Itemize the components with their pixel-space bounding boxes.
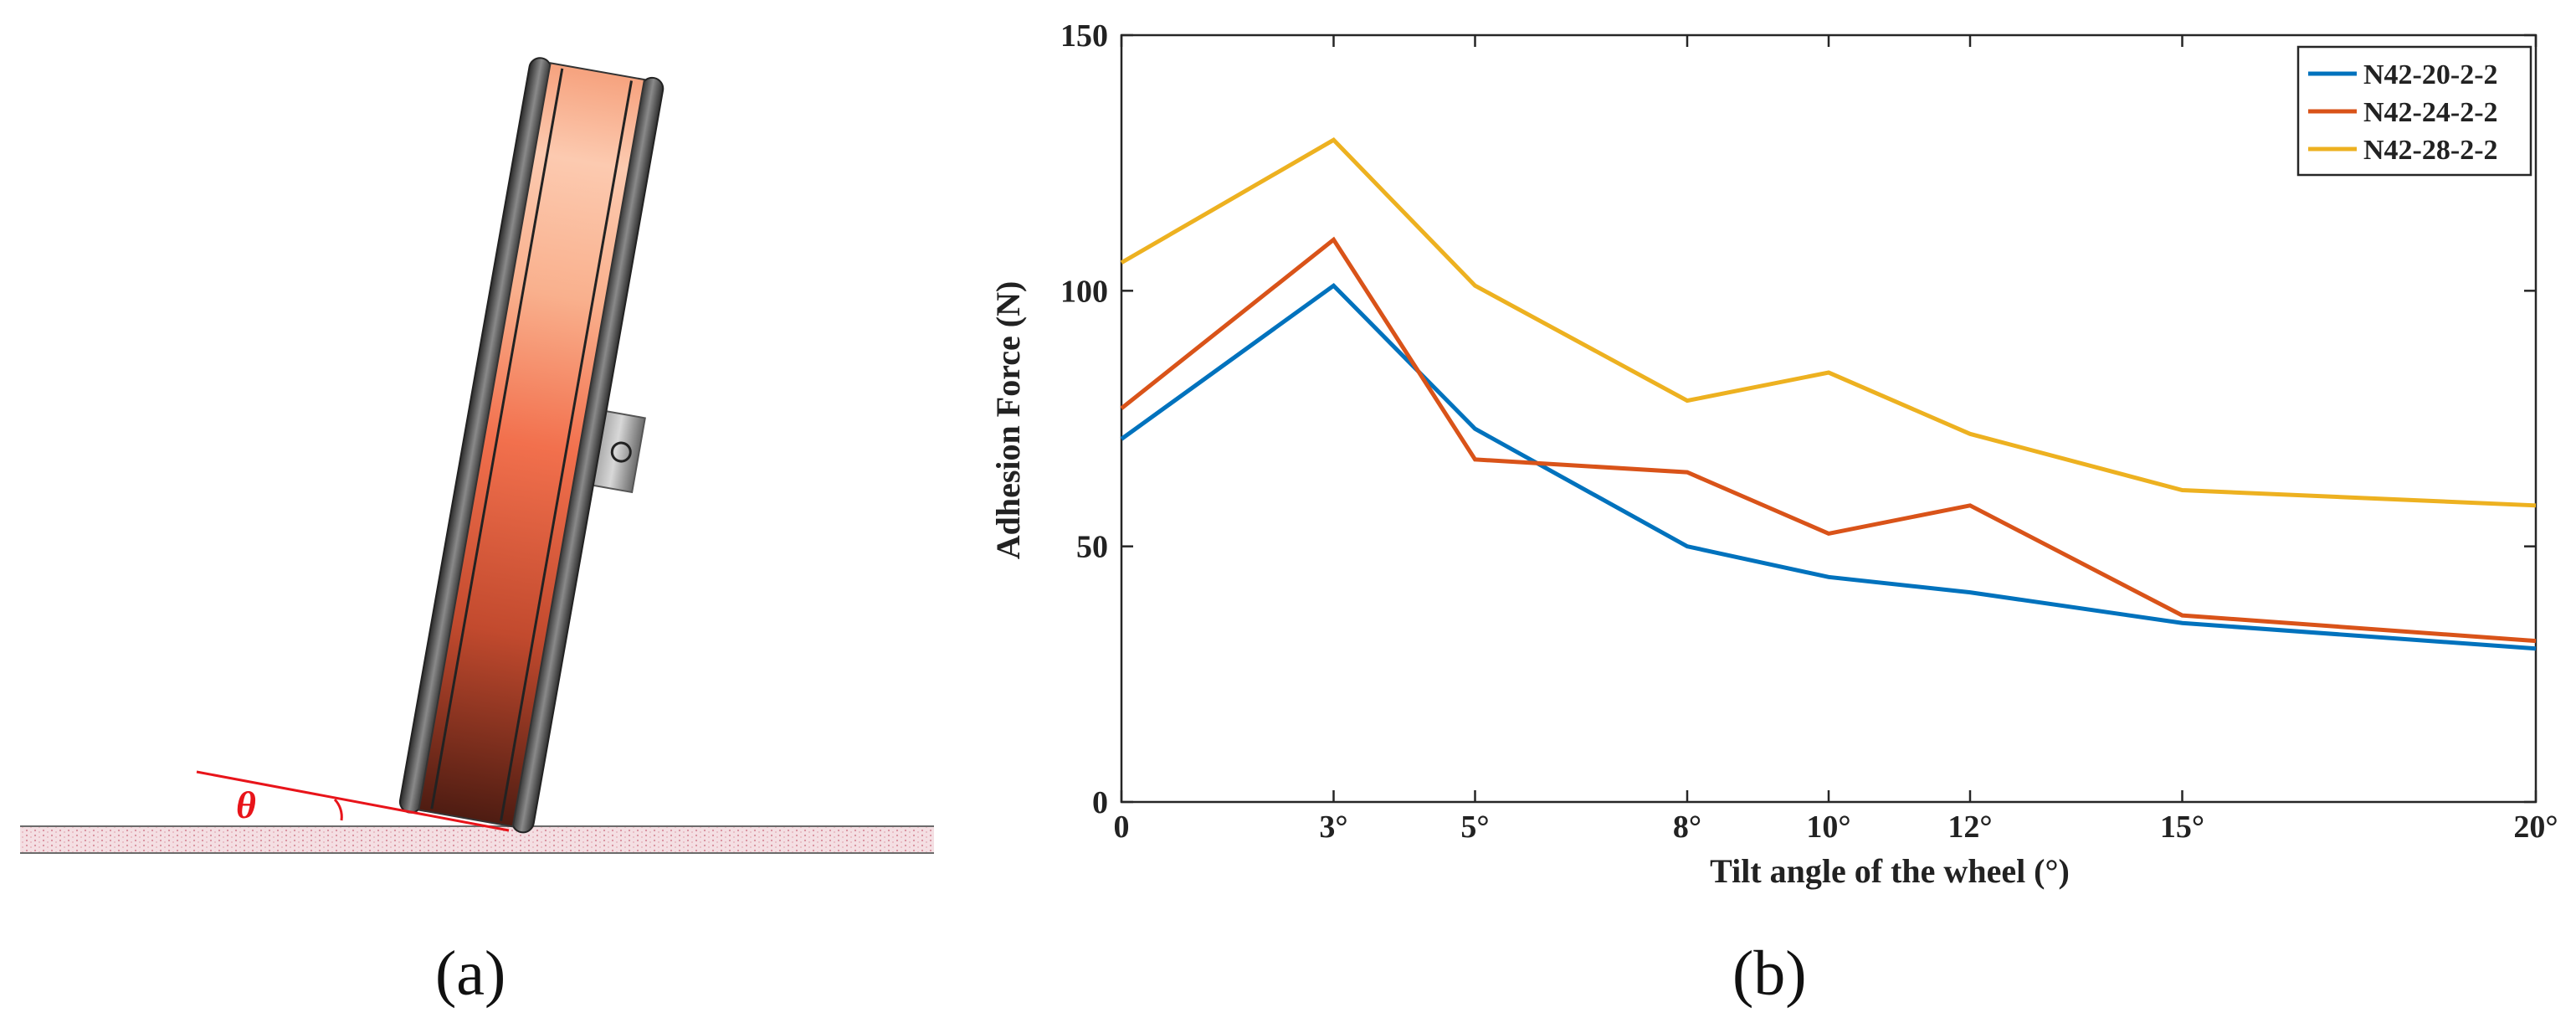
tilted-wheel [398, 56, 704, 840]
y-axis-label: Adhesion Force (N) [989, 281, 1027, 560]
theta-label: θ [236, 784, 256, 826]
legend: N42-20-2-2 N42-24-2-2 N42-28-2-2 [2298, 47, 2531, 175]
panel-b-caption: (b) [1732, 938, 1807, 1010]
x-tick-label: 12° [1947, 810, 1992, 845]
x-tick-label: 0 [1114, 810, 1130, 845]
legend-entry: N42-28-2-2 [2363, 135, 2498, 166]
x-tick-label: 20° [2513, 810, 2558, 845]
y-tick-label: 50 [1076, 530, 1108, 565]
x-tick-label: 3° [1319, 810, 1347, 845]
legend-entry: N42-20-2-2 [2363, 59, 2498, 90]
panel-a-caption: (a) [435, 938, 505, 1010]
x-axis-label: Tilt angle of the wheel (°) [1710, 852, 2070, 890]
y-tick-label: 0 [1092, 785, 1108, 820]
adhesion-force-chart: 0 3° 5° 8° 10° 12° 15° 20° 0 50 100 150 Tilt angle … [962, 0, 2576, 1024]
angle-arc [335, 799, 341, 820]
panel-a-wheel-illustration: θ (a) [0, 0, 962, 1024]
y-tick-label: 100 [1060, 274, 1108, 309]
x-tick-label: 5° [1460, 810, 1489, 845]
x-tick-label: 8° [1673, 810, 1701, 845]
wheel-illustration: θ [0, 0, 962, 1024]
panel-b-chart: 0 3° 5° 8° 10° 12° 15° 20° 0 50 100 150 Tilt angle … [962, 0, 2576, 1024]
y-tick-label: 150 [1060, 18, 1108, 54]
ground-surface [20, 826, 934, 853]
x-tick-label: 15° [2160, 810, 2204, 845]
x-tick-label: 10° [1806, 810, 1850, 845]
legend-entry: N42-24-2-2 [2363, 97, 2498, 128]
